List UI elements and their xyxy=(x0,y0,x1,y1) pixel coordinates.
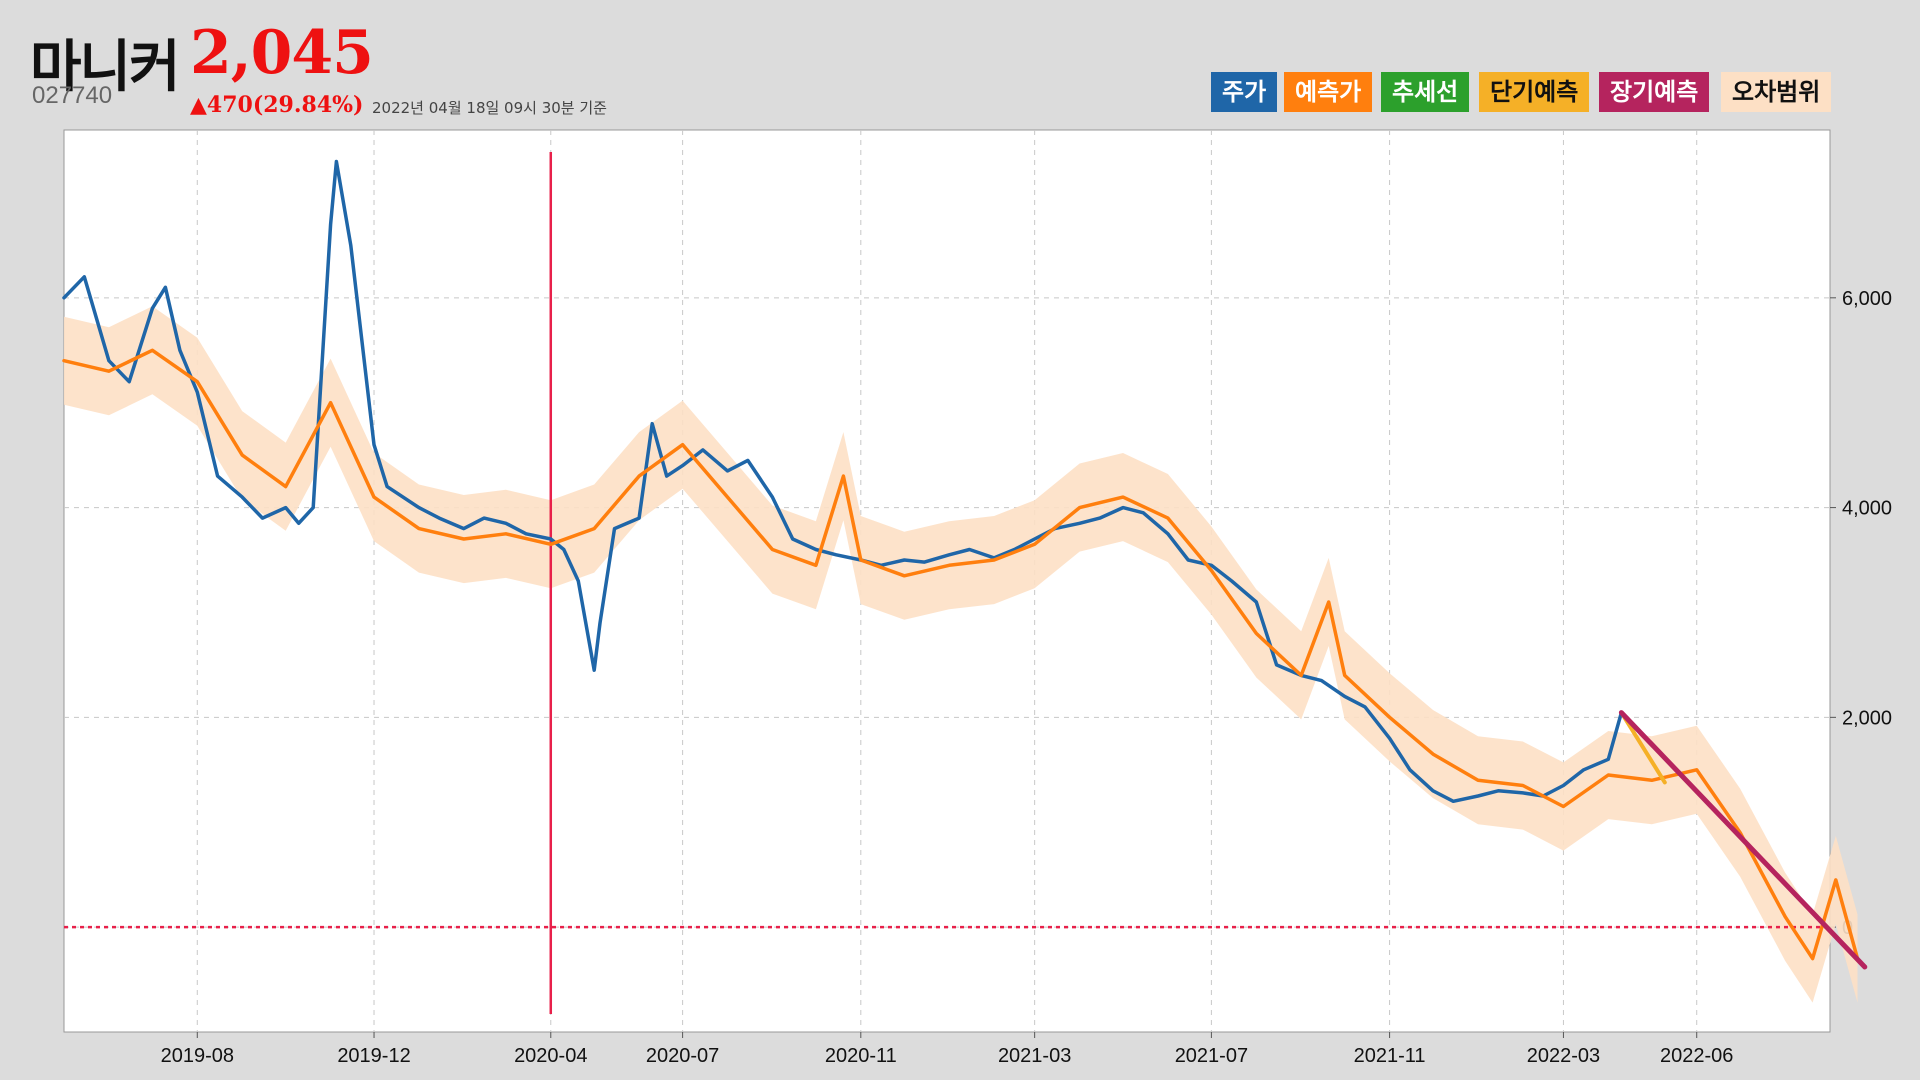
stock-price: 2,045 xyxy=(190,18,374,88)
y-tick-label: 6,000 xyxy=(1842,288,1892,310)
x-tick-label: 2021-07 xyxy=(1175,1045,1248,1067)
as-of-timestamp: 2022년 04월 18일 09시 30분 기준 xyxy=(372,99,607,117)
price-series-line xyxy=(62,159,1624,804)
legend-item-trend: 추세선 xyxy=(1381,72,1470,112)
stock-name: 마니커 xyxy=(30,35,181,100)
x-tick-label: 2020-07 xyxy=(646,1045,719,1067)
x-tick-label: 2020-11 xyxy=(825,1045,897,1067)
x-tick-label: 2021-11 xyxy=(1354,1045,1426,1067)
x-tick-label: 2022-06 xyxy=(1660,1045,1733,1067)
legend-item-short-term: 단기예측 xyxy=(1479,72,1590,112)
legend-item-forecast: 예측가 xyxy=(1284,72,1373,112)
x-tick-label: 2021-03 xyxy=(998,1045,1071,1067)
stock-code: 027740 xyxy=(32,82,113,109)
long-term-forecast-line xyxy=(1618,710,1868,970)
y-tick-label: 2,000 xyxy=(1842,707,1892,729)
x-tick-label: 2019-08 xyxy=(161,1045,234,1067)
y-tick-label: 4,000 xyxy=(1842,498,1892,520)
x-tick-label: 2022-03 xyxy=(1527,1045,1600,1067)
stock-change: ▲470(29.84%) xyxy=(190,92,364,118)
x-tick-label: 2020-04 xyxy=(514,1045,587,1067)
legend-item-long-term: 장기예측 xyxy=(1599,72,1710,112)
legend-item-error-band: 오차범위 xyxy=(1721,72,1832,112)
legend-item-price: 주가 xyxy=(1211,72,1278,112)
x-tick-label: 2019-12 xyxy=(337,1045,410,1067)
forecast-series-line xyxy=(62,348,1860,961)
short-term-forecast-line xyxy=(1619,710,1667,785)
